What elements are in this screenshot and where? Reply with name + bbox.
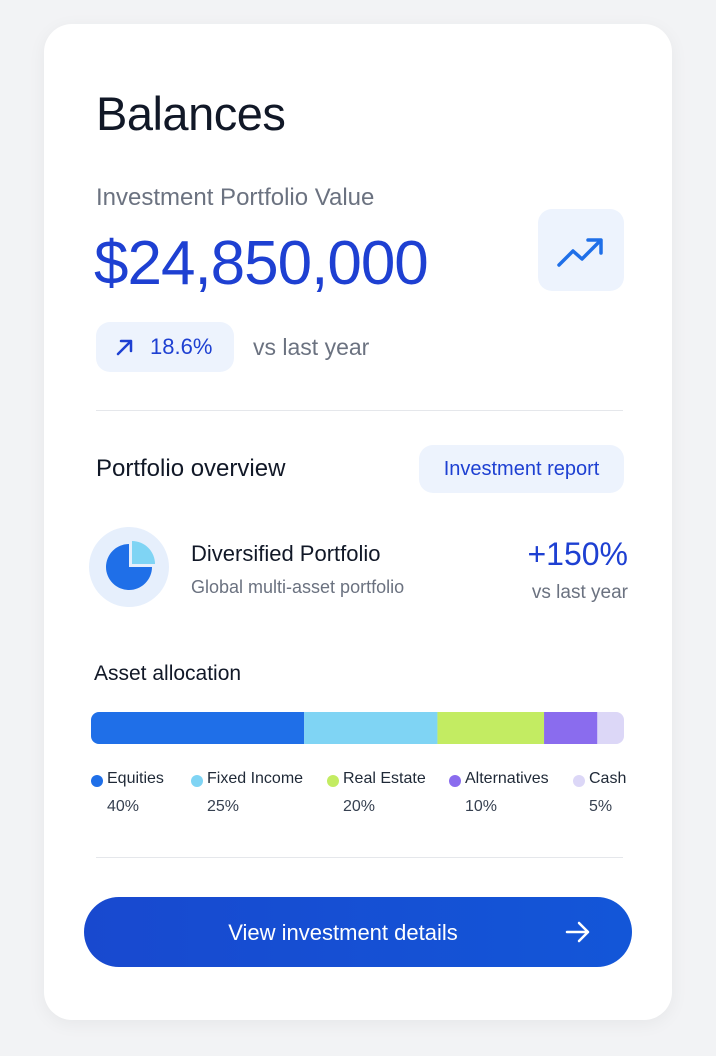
change-note: vs last year: [253, 334, 370, 360]
change-badge: 18.6%: [96, 322, 234, 372]
divider: [96, 410, 623, 411]
allocation-segment: [544, 712, 598, 744]
allocation-segment: [304, 712, 438, 744]
legend-value: 20%: [343, 798, 376, 815]
portfolio-description: Global multi-asset portfolio: [191, 577, 405, 597]
change-value: 18.6%: [150, 334, 213, 359]
legend-dot: [327, 775, 339, 787]
legend-dot: [449, 775, 461, 787]
legend-value: 10%: [465, 798, 498, 815]
value-label: Investment Portfolio Value: [96, 184, 375, 211]
page-title: Balances: [96, 87, 286, 140]
balance-card: [44, 24, 672, 1020]
arrow-icon: [565, 921, 590, 943]
allocation-bar: [91, 712, 624, 744]
divider: [96, 857, 623, 858]
details-button-label: View investment details: [228, 920, 458, 945]
legend-name: Equities: [107, 770, 164, 787]
legend-value: 5%: [589, 798, 613, 815]
report-button[interactable]: Investment report: [419, 445, 624, 493]
trend-icon-svg: [557, 238, 603, 267]
legend-dot: [573, 775, 585, 787]
legend-value: 40%: [107, 798, 140, 815]
portfolio-change: +150%: [527, 536, 628, 572]
legend-name: Alternatives: [465, 770, 549, 787]
trend-icon: [538, 209, 624, 291]
legend-name: Fixed Income: [207, 770, 304, 787]
legend-name: Cash: [589, 770, 627, 787]
portfolio-name: Diversified Portfolio: [191, 541, 381, 566]
portfolio-icon: [89, 527, 169, 607]
legend-name: Real Estate: [343, 770, 426, 787]
portfolio-change-note: vs last year: [531, 582, 628, 603]
legend-dot: [191, 775, 203, 787]
details-button[interactable]: View investment details: [84, 897, 632, 967]
allocation-segment: [597, 712, 624, 744]
portfolio-amount: $24,850,000: [94, 229, 429, 298]
allocation-segment: [91, 712, 305, 744]
pie-icon: [106, 541, 155, 590]
up-arrow: [116, 339, 133, 356]
allocation-segment: [437, 712, 545, 744]
legend-dot: [91, 775, 103, 787]
legend-value: 25%: [207, 798, 240, 815]
allocation-title: Asset allocation: [94, 662, 242, 685]
section-title: Portfolio overview: [96, 455, 286, 482]
